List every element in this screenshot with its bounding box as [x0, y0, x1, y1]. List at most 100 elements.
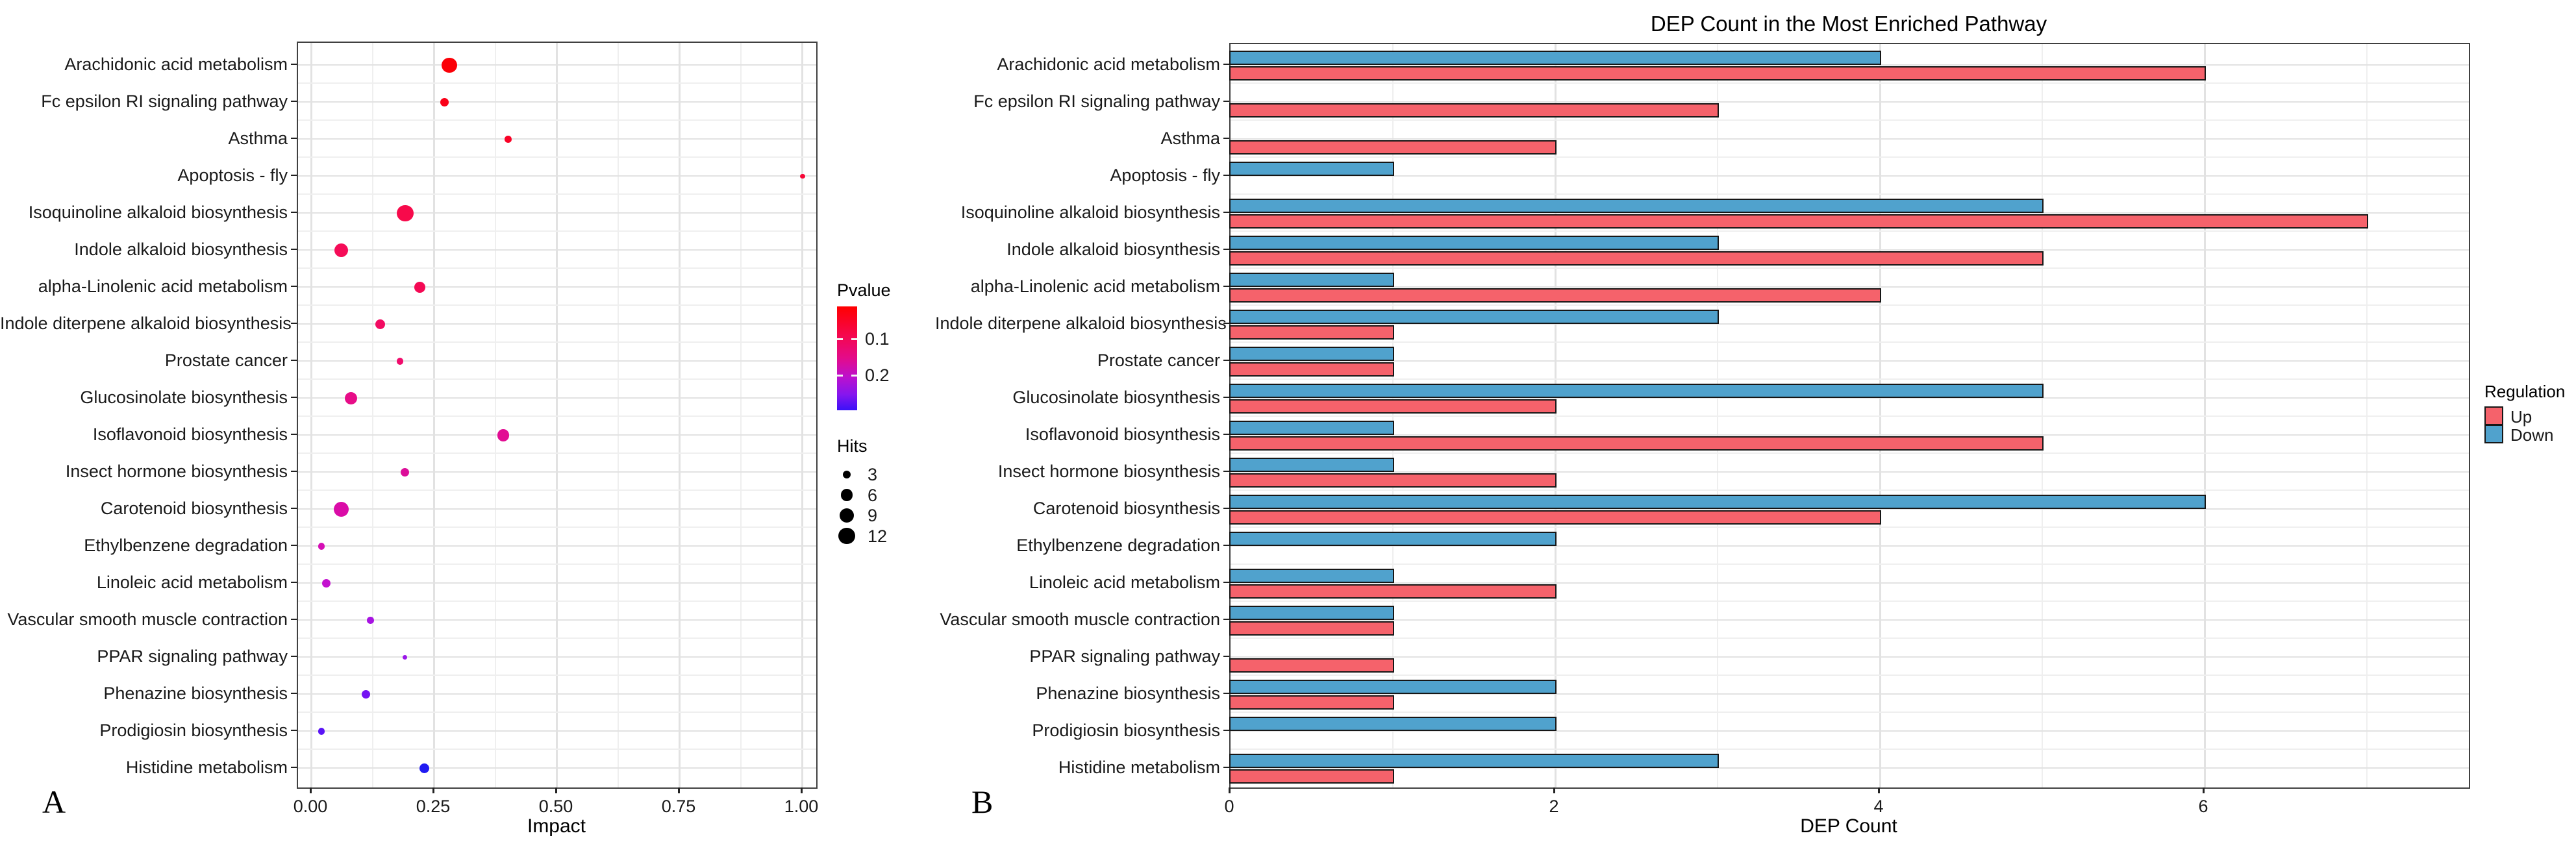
up-bar	[1229, 103, 1719, 118]
hits-legend-label: 9	[868, 506, 878, 525]
down-bar	[1229, 753, 1719, 768]
gridline-major-h	[298, 101, 816, 103]
up-bar	[1229, 473, 1557, 488]
up-bar	[1229, 362, 1394, 377]
pathway-dot	[401, 468, 410, 477]
y-tick-mark	[291, 285, 297, 287]
down-bar	[1229, 235, 1719, 250]
panel-a-category-label: alpha-Linolenic acid metabolism	[38, 276, 288, 296]
gridline-major-h	[298, 249, 816, 251]
y-tick-mark	[1223, 137, 1229, 139]
gridline-minor-h	[298, 526, 816, 528]
pathway-dot	[497, 429, 509, 441]
gridline-minor-h	[298, 119, 816, 121]
gridline-minor-h	[298, 452, 816, 454]
up-bar	[1229, 214, 2368, 229]
regulation-legend-title: Regulation	[2484, 382, 2566, 401]
down-bar	[1229, 383, 2044, 398]
gridline-minor-h	[1231, 230, 2469, 232]
gridline-minor-h	[1231, 82, 2469, 84]
pvalue-tick-mark	[837, 374, 843, 377]
gridline-major-h	[298, 138, 816, 140]
y-tick-mark	[291, 359, 297, 361]
panel-a-category-label: Insect hormone biosynthesis	[65, 461, 288, 481]
hits-legend-label: 3	[868, 465, 878, 484]
pvalue-tick-label: 0.2	[865, 365, 890, 385]
panel-b-category-label: Insect hormone biosynthesis	[997, 461, 1220, 481]
down-legend-label: Down	[2510, 425, 2554, 445]
pathway-dot	[361, 690, 370, 699]
gridline-minor-h	[1231, 675, 2469, 676]
gridline-minor-h	[1231, 563, 2469, 565]
gridline-major-h	[298, 545, 816, 547]
gridline-minor-h	[298, 601, 816, 602]
y-tick-mark	[1223, 766, 1229, 768]
y-tick-mark	[1223, 322, 1229, 324]
y-tick-mark	[1223, 211, 1229, 213]
pathway-dot	[396, 204, 414, 222]
up-bar	[1229, 140, 1557, 155]
gridline-minor-h	[298, 638, 816, 639]
y-tick-mark	[1223, 174, 1229, 176]
pathway-dot	[402, 654, 408, 660]
panel-a-category-label: Phenazine biosynthesis	[103, 683, 288, 703]
gridline-major-v	[433, 43, 435, 787]
hits-legend-label: 12	[868, 526, 888, 546]
panel-a-category-label: Isoquinoline alkaloid biosynthesis	[28, 202, 288, 222]
up-legend-label: Up	[2510, 407, 2532, 427]
y-tick-mark	[1223, 285, 1229, 287]
y-tick-mark	[291, 100, 297, 102]
down-bar	[1229, 494, 2206, 509]
down-bar	[1229, 531, 1557, 546]
y-tick-mark	[291, 396, 297, 398]
gridline-major-h	[1231, 545, 2469, 547]
y-tick-mark	[1223, 248, 1229, 250]
y-tick-mark	[1223, 100, 1229, 102]
panel-a-category-label: Isoflavonoid biosynthesis	[92, 424, 288, 444]
pvalue-legend-title: Pvalue	[837, 280, 891, 300]
gridline-major-h	[1231, 619, 2469, 621]
gridline-major-h	[1231, 397, 2469, 399]
gridline-minor-h	[1231, 119, 2469, 121]
gridline-minor-v	[371, 43, 373, 787]
y-tick-mark	[291, 63, 297, 65]
gridline-minor-h	[298, 341, 816, 343]
gridline-minor-h	[1231, 415, 2469, 417]
gridline-major-v	[556, 43, 558, 787]
panel-a-x-tick-label: 0.50	[538, 797, 573, 816]
panel-a-plot-area	[297, 42, 818, 789]
y-tick-mark	[1223, 729, 1229, 731]
gridline-major-h	[298, 323, 816, 325]
gridline-minor-h	[298, 563, 816, 565]
down-bar	[1229, 198, 2044, 213]
panel-b-category-label: Fc epsilon RI signaling pathway	[973, 91, 1220, 111]
up-bar	[1229, 399, 1557, 414]
down-bar	[1229, 568, 1394, 583]
pvalue-tick-mark	[851, 338, 857, 340]
gridline-minor-h	[1231, 452, 2469, 454]
y-tick-mark	[291, 433, 297, 435]
gridline-major-h	[298, 64, 816, 66]
hits-legend-dot	[838, 527, 855, 545]
panel-b-category-label: Linoleic acid metabolism	[1029, 572, 1220, 592]
gridline-major-h	[298, 286, 816, 288]
panel-a-category-label: Indole diterpene alkaloid biosynthesis	[0, 313, 292, 333]
panel-b-x-tick-label: 0	[1224, 797, 1234, 816]
panel-b-x-tick-label: 2	[1549, 797, 1559, 816]
hits-legend-label: 6	[868, 485, 878, 505]
panel-a-category-label: Vascular smooth muscle contraction	[7, 609, 288, 629]
down-bar	[1229, 346, 1394, 361]
y-tick-mark	[1223, 544, 1229, 546]
x-tick-mark	[1229, 787, 1231, 793]
panel-b-category-label: Arachidonic acid metabolism	[997, 54, 1220, 74]
up-bar	[1229, 658, 1394, 673]
gridline-major-h	[1231, 656, 2469, 658]
gridline-major-h	[1231, 471, 2469, 473]
gridline-minor-v	[617, 43, 619, 787]
pathway-dot	[367, 617, 374, 624]
panel-b-category-label: Indole alkaloid biosynthesis	[1007, 239, 1220, 259]
gridline-minor-h	[1231, 193, 2469, 195]
y-tick-mark	[1223, 507, 1229, 509]
pathway-dot	[441, 57, 457, 73]
y-tick-mark	[1223, 359, 1229, 361]
